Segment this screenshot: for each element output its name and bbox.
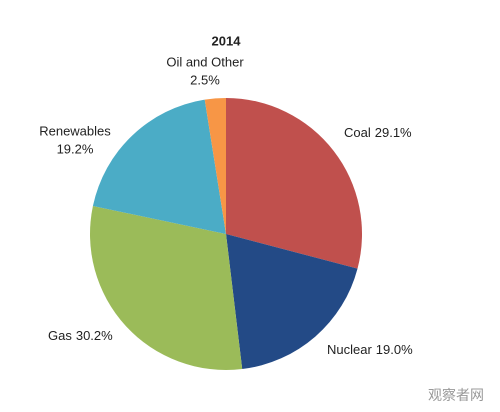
slice-value-label: 19.2% — [57, 141, 94, 156]
slice-label-group: Coal 29.1% — [344, 125, 412, 140]
slice-value-label: 30.2% — [76, 328, 113, 343]
pie-slice — [89, 206, 243, 370]
pie-slice — [226, 98, 362, 269]
pie-slice — [226, 234, 358, 370]
slice-label: Coal — [344, 125, 371, 140]
slice-label: Gas — [48, 328, 72, 343]
slice-label: Renewables — [39, 123, 111, 138]
slice-label-group: Nuclear 19.0% — [327, 342, 413, 357]
chart-title: 2014 — [212, 33, 242, 48]
slice-label-group: Gas 30.2% — [48, 328, 113, 343]
slice-value-label: 29.1% — [375, 125, 412, 140]
watermark: 观察者网 — [428, 387, 484, 404]
slice-label: Oil and Other — [166, 54, 244, 69]
pie-slice — [204, 98, 226, 234]
slice-label: Nuclear — [327, 342, 372, 357]
pie-slice — [92, 99, 226, 235]
slice-value-label: 19.0% — [376, 342, 413, 357]
slice-value-label: 2.5% — [190, 72, 220, 87]
